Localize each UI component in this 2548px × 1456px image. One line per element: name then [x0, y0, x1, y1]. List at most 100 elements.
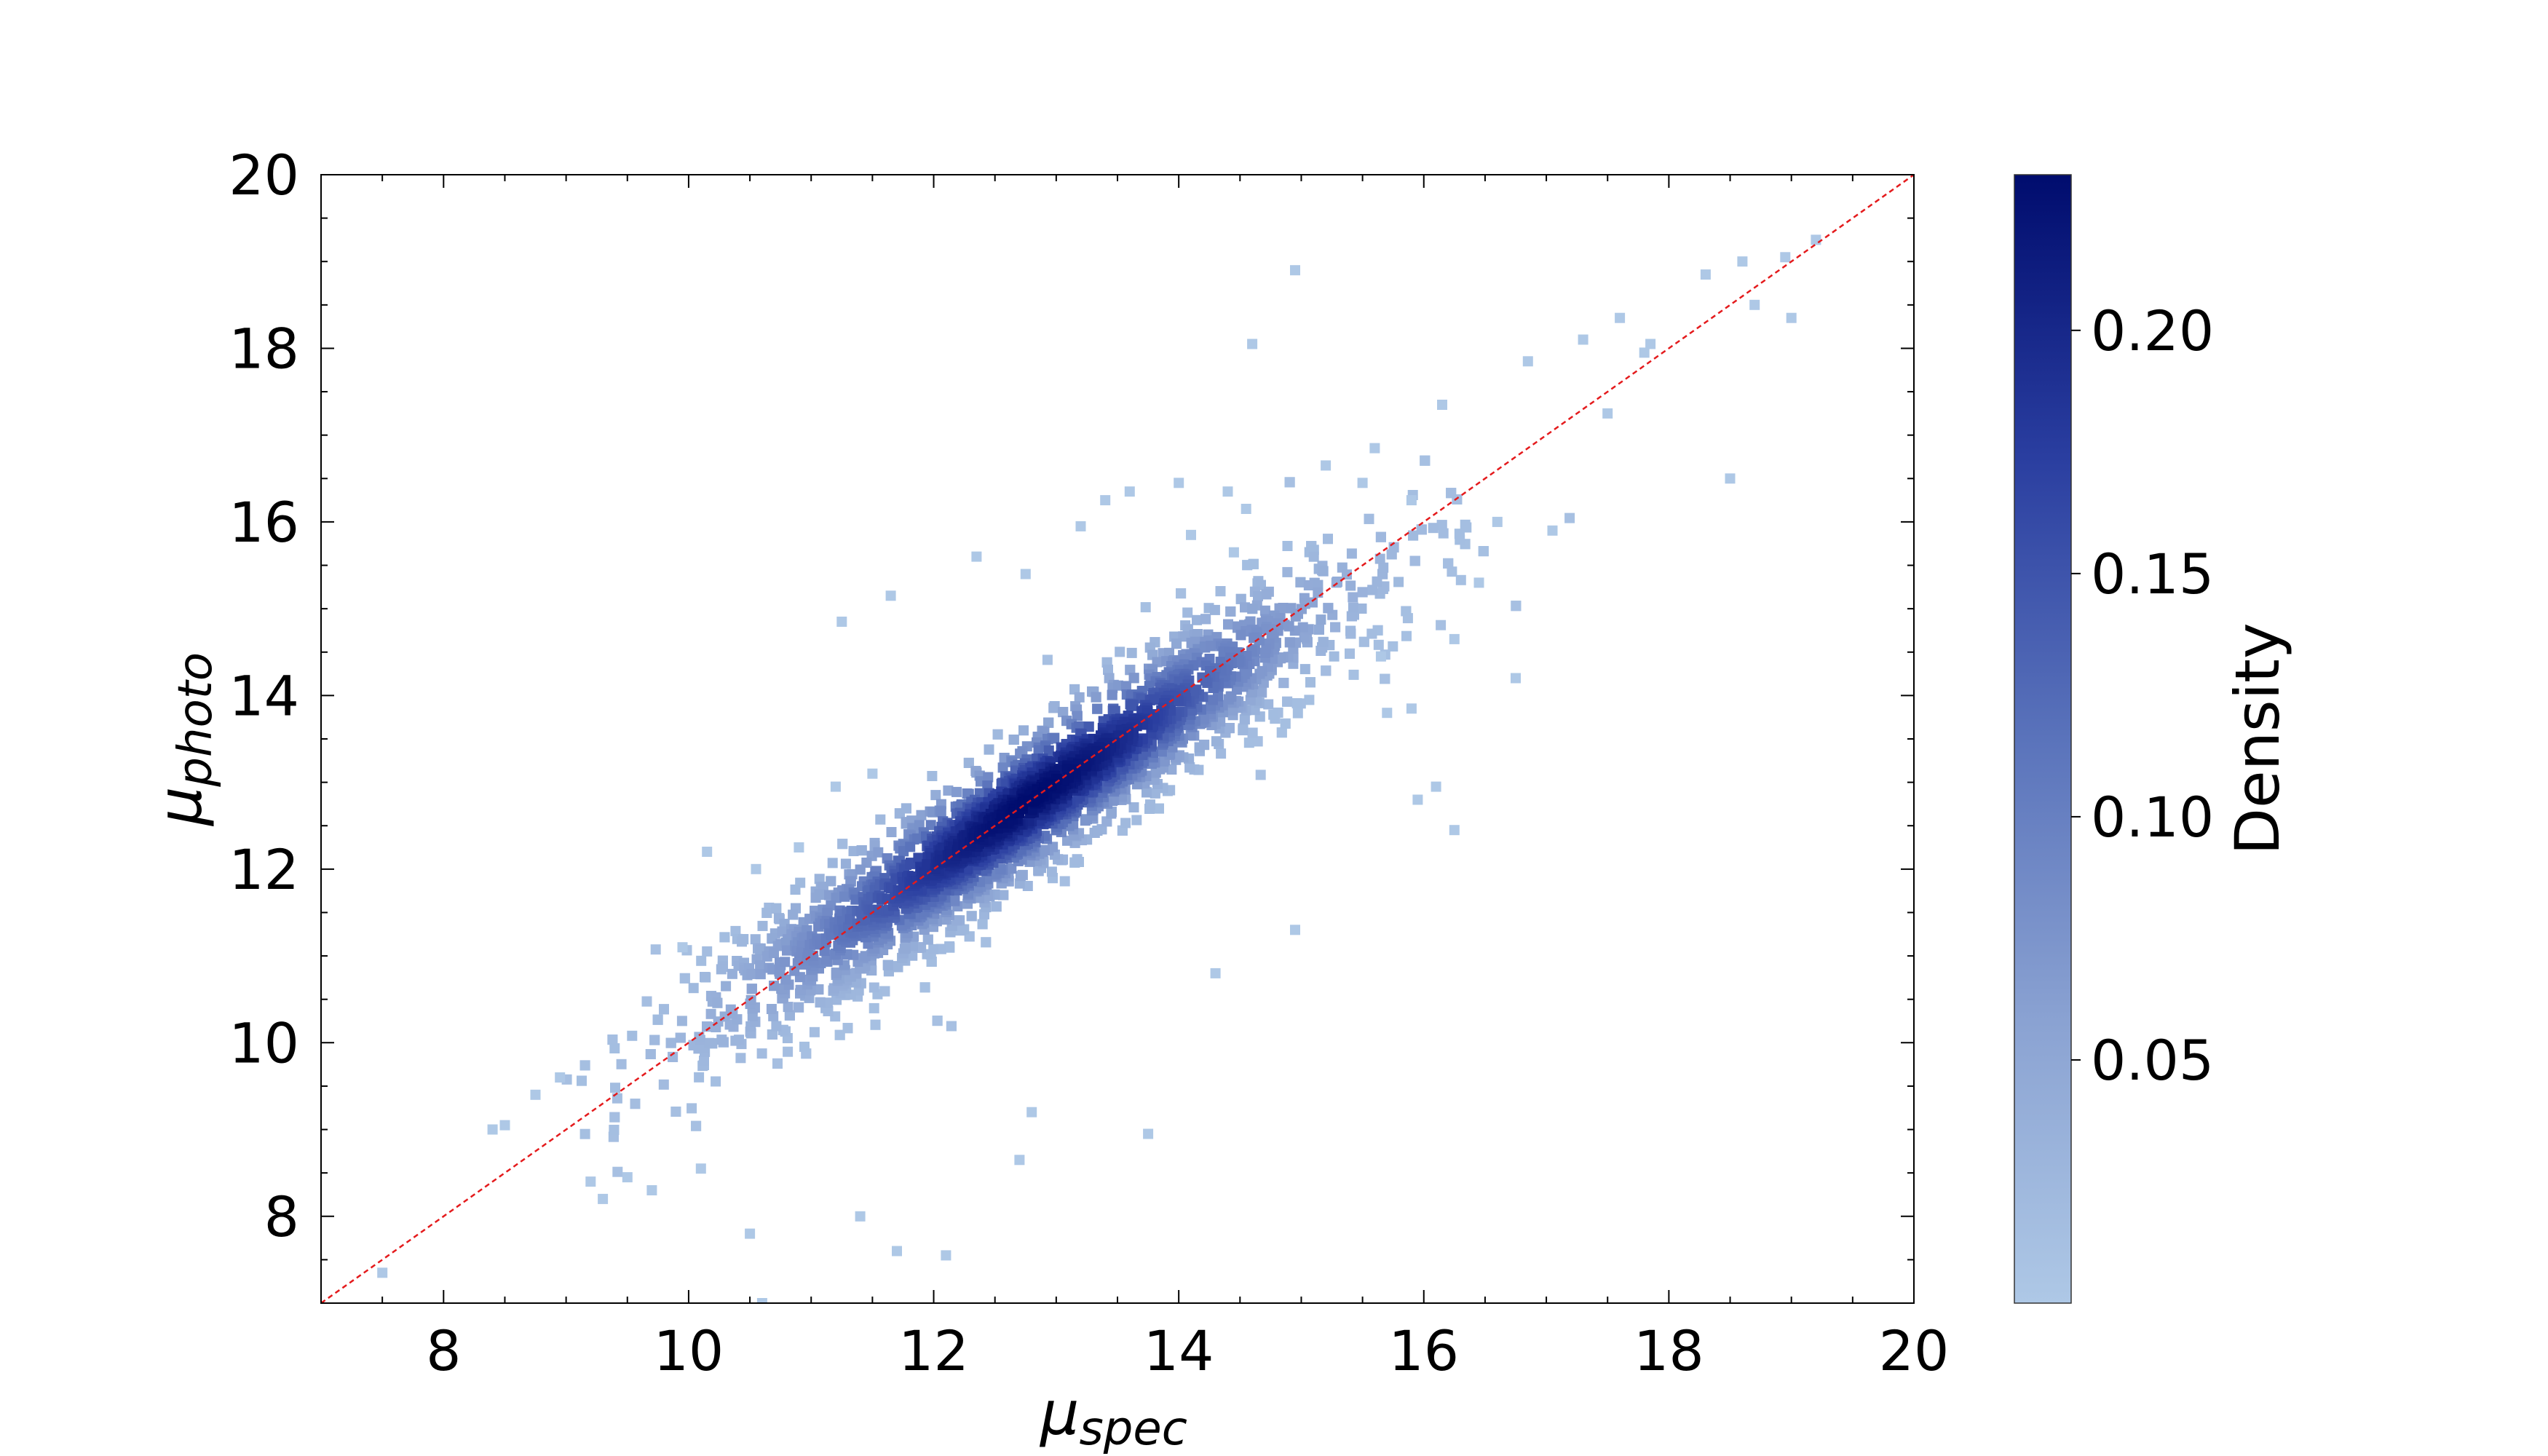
- density-point: [1249, 633, 1259, 644]
- density-point: [1142, 787, 1152, 798]
- density-point: [827, 858, 838, 869]
- outlier-point: [1247, 339, 1258, 349]
- density-point: [699, 1056, 709, 1066]
- density-point: [930, 790, 941, 801]
- density-point: [1107, 689, 1117, 700]
- density-point: [814, 889, 825, 900]
- density-point: [630, 1099, 641, 1109]
- outlier-point: [1357, 478, 1368, 488]
- density-point: [1373, 639, 1384, 650]
- density-point: [869, 1002, 879, 1013]
- density-point: [1008, 735, 1019, 745]
- density-point: [1314, 624, 1324, 635]
- density-point: [951, 786, 962, 797]
- density-point: [1150, 788, 1160, 799]
- density-point: [1345, 580, 1356, 591]
- colorbar-label: Density: [2222, 622, 2293, 855]
- outlier-point: [1412, 794, 1423, 805]
- density-point: [1428, 523, 1439, 534]
- outlier-point: [702, 847, 713, 857]
- density-point: [730, 1035, 741, 1046]
- density-point: [658, 1079, 669, 1090]
- density-point: [1416, 524, 1427, 535]
- density-point: [954, 925, 965, 936]
- density-point: [1278, 603, 1289, 614]
- density-point: [1245, 695, 1256, 705]
- density-point: [1224, 723, 1235, 734]
- density-point: [766, 1004, 777, 1014]
- outlier-point: [1700, 269, 1711, 280]
- density-point: [767, 1029, 778, 1040]
- density-point: [1254, 668, 1265, 679]
- density-point: [780, 957, 791, 968]
- outlier-point: [830, 781, 841, 792]
- density-point: [1375, 531, 1386, 542]
- density-point: [919, 982, 930, 993]
- density-point: [1145, 799, 1155, 810]
- density-point: [694, 1072, 705, 1083]
- density-point: [1072, 854, 1083, 865]
- density-point: [1436, 520, 1447, 531]
- density-point: [1149, 694, 1160, 705]
- density-point: [1366, 628, 1377, 639]
- density-point: [890, 961, 901, 972]
- density-point: [607, 1034, 618, 1045]
- density-point: [1364, 513, 1374, 524]
- density-point: [935, 943, 946, 954]
- density-point: [900, 943, 911, 954]
- outlier-point: [1615, 312, 1626, 323]
- density-point: [702, 946, 713, 957]
- density-point: [992, 729, 1003, 740]
- density-point: [641, 996, 652, 1007]
- density-point: [755, 969, 766, 980]
- density-point: [1176, 588, 1187, 599]
- outlier-point: [1222, 486, 1233, 497]
- density-point: [944, 941, 955, 951]
- outlier-point: [1431, 781, 1441, 792]
- density-point: [783, 1046, 794, 1057]
- outlier-point: [1639, 347, 1650, 358]
- density-point: [927, 771, 938, 781]
- density-point: [1192, 614, 1202, 625]
- density-point: [727, 968, 737, 979]
- density-point: [719, 932, 730, 943]
- density-point: [1184, 762, 1195, 773]
- x-tick-label: 14: [1144, 1318, 1214, 1383]
- y-axis-label-sub: photo: [169, 652, 223, 788]
- outlier-point: [1786, 312, 1797, 323]
- density-point: [716, 1034, 727, 1045]
- y-axis-label: μphoto: [144, 652, 223, 827]
- density-point: [1263, 699, 1274, 710]
- outlier-point: [745, 1228, 756, 1239]
- outlier-point: [1547, 525, 1558, 536]
- colorbar: 0.05 0.10 0.15 0.20 Density: [2014, 174, 2293, 1304]
- outlier-point: [1143, 1128, 1154, 1139]
- density-point: [982, 780, 993, 791]
- density-point: [1209, 604, 1220, 615]
- density-point: [799, 932, 810, 943]
- x-tick-label: 20: [1879, 1318, 1950, 1383]
- density-point: [745, 994, 756, 1005]
- density-point: [670, 1107, 681, 1117]
- density-point: [1295, 577, 1306, 587]
- outlier-point: [1602, 408, 1613, 419]
- outlier-point: [1241, 504, 1251, 514]
- y-tick-label: 14: [229, 663, 299, 728]
- density-point: [1393, 577, 1404, 587]
- x-axis-label-sub: spec: [1079, 1402, 1187, 1456]
- density-point: [1367, 585, 1378, 596]
- density-point: [1454, 529, 1465, 539]
- density-point: [1282, 566, 1293, 577]
- outlier-point: [1449, 633, 1460, 644]
- density-point: [1043, 745, 1054, 756]
- density-point: [577, 1075, 587, 1086]
- density-point: [1342, 569, 1352, 580]
- density-point: [1216, 748, 1227, 759]
- outlier-point: [695, 1163, 706, 1174]
- density-point: [1192, 629, 1203, 639]
- outlier-point: [487, 1124, 498, 1135]
- colorbar-tick-label: 0.05: [2091, 1028, 2214, 1093]
- colorbar-tick-label: 0.10: [2091, 785, 2214, 850]
- density-point: [687, 1103, 697, 1114]
- outlier-point: [1578, 334, 1588, 345]
